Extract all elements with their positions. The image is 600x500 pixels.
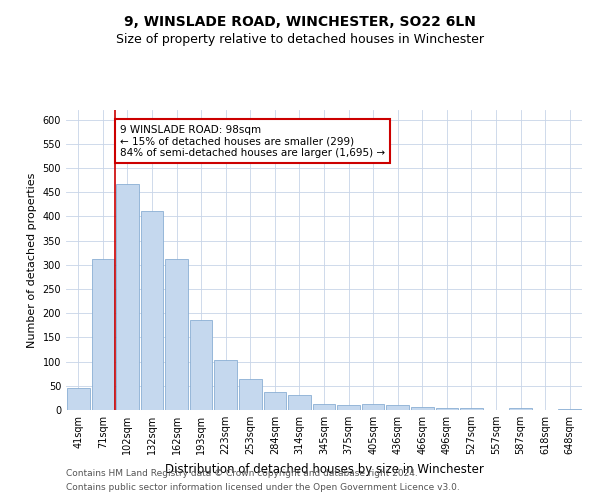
Bar — [165, 259, 188, 410]
Text: Contains HM Land Registry data © Crown copyright and database right 2024.: Contains HM Land Registry data © Crown c… — [66, 468, 418, 477]
Text: 9 WINSLADE ROAD: 98sqm
← 15% of detached houses are smaller (299)
84% of semi-de: 9 WINSLADE ROAD: 98sqm ← 15% of detached… — [120, 124, 385, 158]
Y-axis label: Number of detached properties: Number of detached properties — [27, 172, 37, 348]
Bar — [362, 404, 385, 410]
Bar — [140, 210, 163, 410]
Bar — [92, 259, 114, 410]
Bar — [386, 404, 409, 410]
Bar — [239, 379, 262, 410]
Bar — [67, 388, 89, 410]
Bar — [116, 184, 139, 410]
Bar — [337, 405, 360, 410]
Bar — [436, 408, 458, 410]
Bar — [263, 392, 286, 410]
Bar — [460, 408, 483, 410]
Text: Size of property relative to detached houses in Winchester: Size of property relative to detached ho… — [116, 32, 484, 46]
Bar — [313, 404, 335, 410]
Bar — [559, 408, 581, 410]
X-axis label: Distribution of detached houses by size in Winchester: Distribution of detached houses by size … — [164, 462, 484, 475]
Bar — [214, 360, 237, 410]
Bar — [288, 396, 311, 410]
Bar — [190, 320, 212, 410]
Text: Contains public sector information licensed under the Open Government Licence v3: Contains public sector information licen… — [66, 484, 460, 492]
Bar — [411, 407, 434, 410]
Bar — [509, 408, 532, 410]
Text: 9, WINSLADE ROAD, WINCHESTER, SO22 6LN: 9, WINSLADE ROAD, WINCHESTER, SO22 6LN — [124, 15, 476, 29]
